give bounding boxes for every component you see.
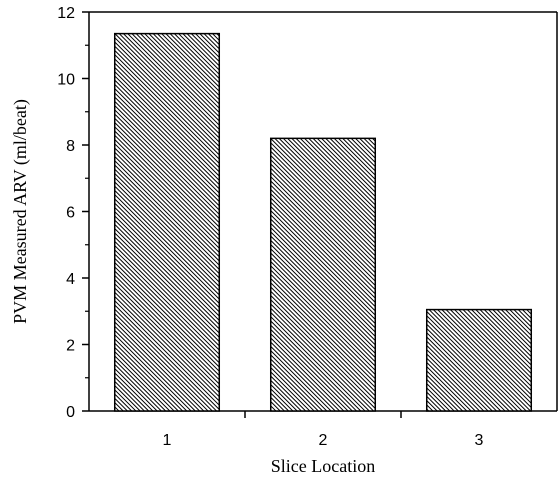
y-tick-label: 12 [57,5,75,22]
y-tick-label: 2 [66,338,75,355]
y-tick-label: 0 [66,404,75,421]
x-tick-label: 2 [319,432,328,449]
y-axis: 0 2 4 6 8 10 12 [57,5,89,421]
bar-2 [269,137,377,412]
bar-3 [425,308,533,412]
bars-group [113,32,533,412]
x-tick-label: 3 [475,432,484,449]
bar-1 [113,32,221,412]
y-tick-label: 4 [66,271,75,288]
x-axis-title: Slice Location [271,456,375,476]
y-axis-title: PVM Measured ARV (ml/beat) [10,99,31,324]
y-tick-label: 6 [66,205,75,222]
x-tick-label: 1 [163,432,172,449]
y-tick-label: 10 [57,72,75,89]
y-tick-label: 8 [66,138,75,155]
x-axis: 1 2 3 [163,411,484,449]
